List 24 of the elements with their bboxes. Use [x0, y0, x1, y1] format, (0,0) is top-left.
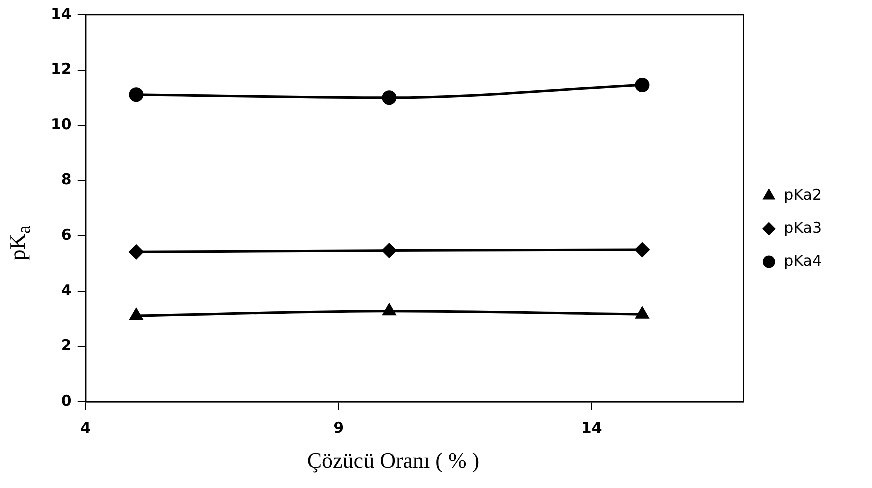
- point: [129, 244, 144, 260]
- legend-label: pKa3: [784, 218, 822, 237]
- y-tick-label: 8: [61, 170, 72, 189]
- y-tick-label: 6: [61, 226, 72, 244]
- point: [129, 88, 144, 102]
- y-tick-label: 10: [51, 115, 72, 134]
- y-tick-label: 0: [61, 392, 72, 410]
- legend-label: pKa2: [784, 186, 822, 204]
- point: [130, 308, 143, 320]
- y-tick-label: 12: [51, 60, 72, 78]
- x-tick-label: 9: [334, 418, 344, 437]
- point: [635, 242, 650, 258]
- point: [383, 304, 396, 316]
- y-tick-label: 2: [61, 336, 72, 355]
- point: [635, 78, 650, 92]
- y-tick-label: 14: [51, 4, 72, 23]
- x-tick-label: 14: [581, 418, 602, 437]
- x-tick-label: 4: [80, 418, 92, 437]
- point: [382, 244, 397, 258]
- point: [382, 90, 397, 106]
- y-tick-label: 4: [61, 281, 72, 300]
- legend-label: pKa4: [784, 252, 822, 270]
- point: [636, 307, 649, 319]
- x-axis-title: Çözücü Oranı ( % ): [306, 448, 481, 474]
